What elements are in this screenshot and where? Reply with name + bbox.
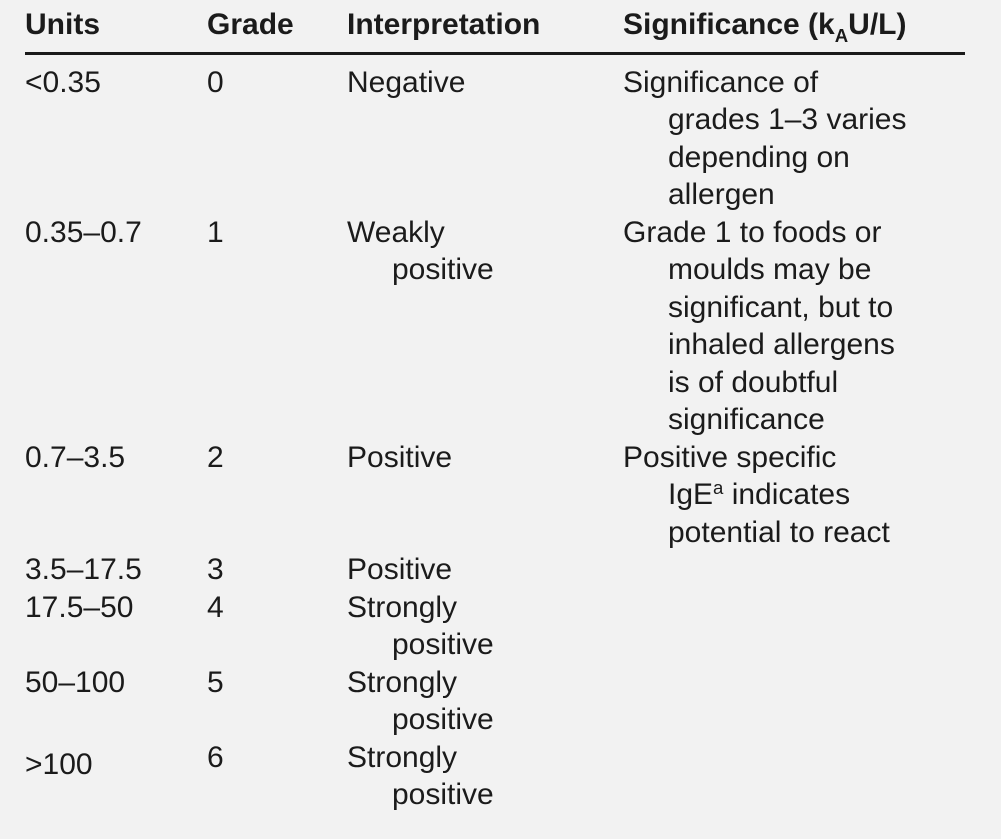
cell-units: <0.35: [25, 53, 207, 214]
table-row: <0.35 0 Negative Significance of grades 1–3 …: [25, 53, 965, 214]
cell-line: 6: [207, 740, 224, 774]
cell-grade: 5: [207, 664, 347, 739]
cell-line: 0: [207, 65, 224, 99]
cell-grade: 2: [207, 439, 347, 552]
cell-grade: 1: [207, 214, 347, 439]
table-header: Units Grade Interpretation Significance (kA…: [25, 6, 965, 55]
cell-significance: Significance of grades 1–3 varies dependin…: [623, 53, 965, 214]
cell-line: Strongly: [347, 590, 458, 624]
cell-line: <0.35: [25, 65, 101, 99]
cell-line: 0.35–0.7: [25, 215, 142, 249]
table-row: 0.35–0.7 1 Weakly positive Grade 1 to foods …: [25, 214, 965, 439]
cell-line: allergen: [668, 178, 775, 211]
cell-units: 0.35–0.7: [25, 214, 207, 439]
cell-line: is of doubtful: [668, 365, 839, 399]
cell-interpretation: Strongly positive: [347, 739, 623, 814]
cell-units: 0.7–3.5: [25, 439, 207, 552]
cell-line: Strongly: [347, 740, 458, 774]
cell-line: positive: [392, 628, 494, 661]
column-header-significance: Significance (kAU/L): [623, 6, 965, 55]
cell-line: 4: [207, 590, 224, 624]
cell-significance: [623, 551, 965, 589]
cell-line: significance: [668, 403, 825, 436]
cell-line: Negative: [347, 65, 466, 99]
cell-grade: 6: [207, 739, 347, 814]
cell-line: inhaled allergens: [668, 328, 895, 361]
cell-line: 2: [207, 440, 224, 474]
column-header-grade: Grade: [207, 6, 347, 55]
cell-significance: [623, 589, 965, 664]
cell-interpretation: Weakly positive: [347, 214, 623, 439]
cell-line: positive: [392, 778, 494, 811]
cell-interpretation: Strongly positive: [347, 589, 623, 664]
cell-grade: 4: [207, 589, 347, 664]
cell-line: grades 1–3 varies: [668, 103, 907, 136]
table-row: 50–100 5 Strongly positive: [25, 664, 965, 739]
cell-units: >100: [25, 739, 207, 814]
table-row: 17.5–50 4 Strongly positive: [25, 589, 965, 664]
table-row: 3.5–17.5 3 Positive: [25, 551, 965, 589]
header-row: Units Grade Interpretation Significance (kA…: [25, 6, 965, 55]
cell-line: Grade 1 to foods or: [623, 215, 882, 249]
cell-line: Positive: [347, 440, 453, 474]
cell-line: Significance of: [623, 65, 819, 99]
cell-grade: 3: [207, 551, 347, 589]
cell-line: moulds may be: [668, 253, 872, 286]
document-page: Units Grade Interpretation Significance (kA…: [25, 6, 965, 814]
cell-significance: [623, 739, 965, 814]
cell-line: positive: [392, 703, 494, 736]
ige-grades-table: Units Grade Interpretation Significance (kA…: [25, 6, 965, 814]
cell-line: Strongly: [347, 665, 458, 699]
column-header-units: Units: [25, 6, 207, 55]
cell-line: Weakly: [347, 215, 445, 249]
cell-units: 3.5–17.5: [25, 551, 207, 589]
column-header-interpretation: Interpretation: [347, 6, 623, 55]
cell-line: 17.5–50: [25, 590, 134, 624]
cell-line: 3: [207, 553, 224, 586]
table-body: <0.35 0 Negative Significance of grades 1–3 …: [25, 53, 965, 814]
cell-interpretation: Negative: [347, 53, 623, 214]
cell-line: Positive specific: [623, 440, 837, 474]
cell-line: Positive: [347, 553, 453, 586]
cell-significance: [623, 664, 965, 739]
cell-interpretation: Positive: [347, 551, 623, 589]
cell-line: >100: [25, 747, 93, 781]
cell-line: 50–100: [25, 665, 126, 699]
cell-line: depending on: [668, 140, 850, 174]
cell-grade: 0: [207, 53, 347, 214]
table-row: >100 6 Strongly positive: [25, 739, 965, 814]
cell-line: 3.5–17.5: [25, 553, 142, 586]
cell-line: positive: [392, 253, 494, 286]
cell-line: IgEa indicates: [668, 476, 851, 511]
cell-significance: Positive specific IgEa indicates potential…: [623, 439, 965, 552]
cell-interpretation: Strongly positive: [347, 664, 623, 739]
cell-interpretation: Positive: [347, 439, 623, 552]
cell-line: potential to react: [668, 515, 890, 549]
cell-units: 17.5–50: [25, 589, 207, 664]
cell-significance: Grade 1 to foods or moulds may be signific…: [623, 214, 965, 439]
cell-line: 1: [207, 215, 224, 249]
table-row: 0.7–3.5 2 Positive Positive specific IgEa in…: [25, 439, 965, 552]
cell-line: 0.7–3.5: [25, 440, 126, 474]
cell-units: 50–100: [25, 664, 207, 739]
cell-line: 5: [207, 665, 224, 699]
cell-line: significant, but to: [668, 290, 894, 324]
